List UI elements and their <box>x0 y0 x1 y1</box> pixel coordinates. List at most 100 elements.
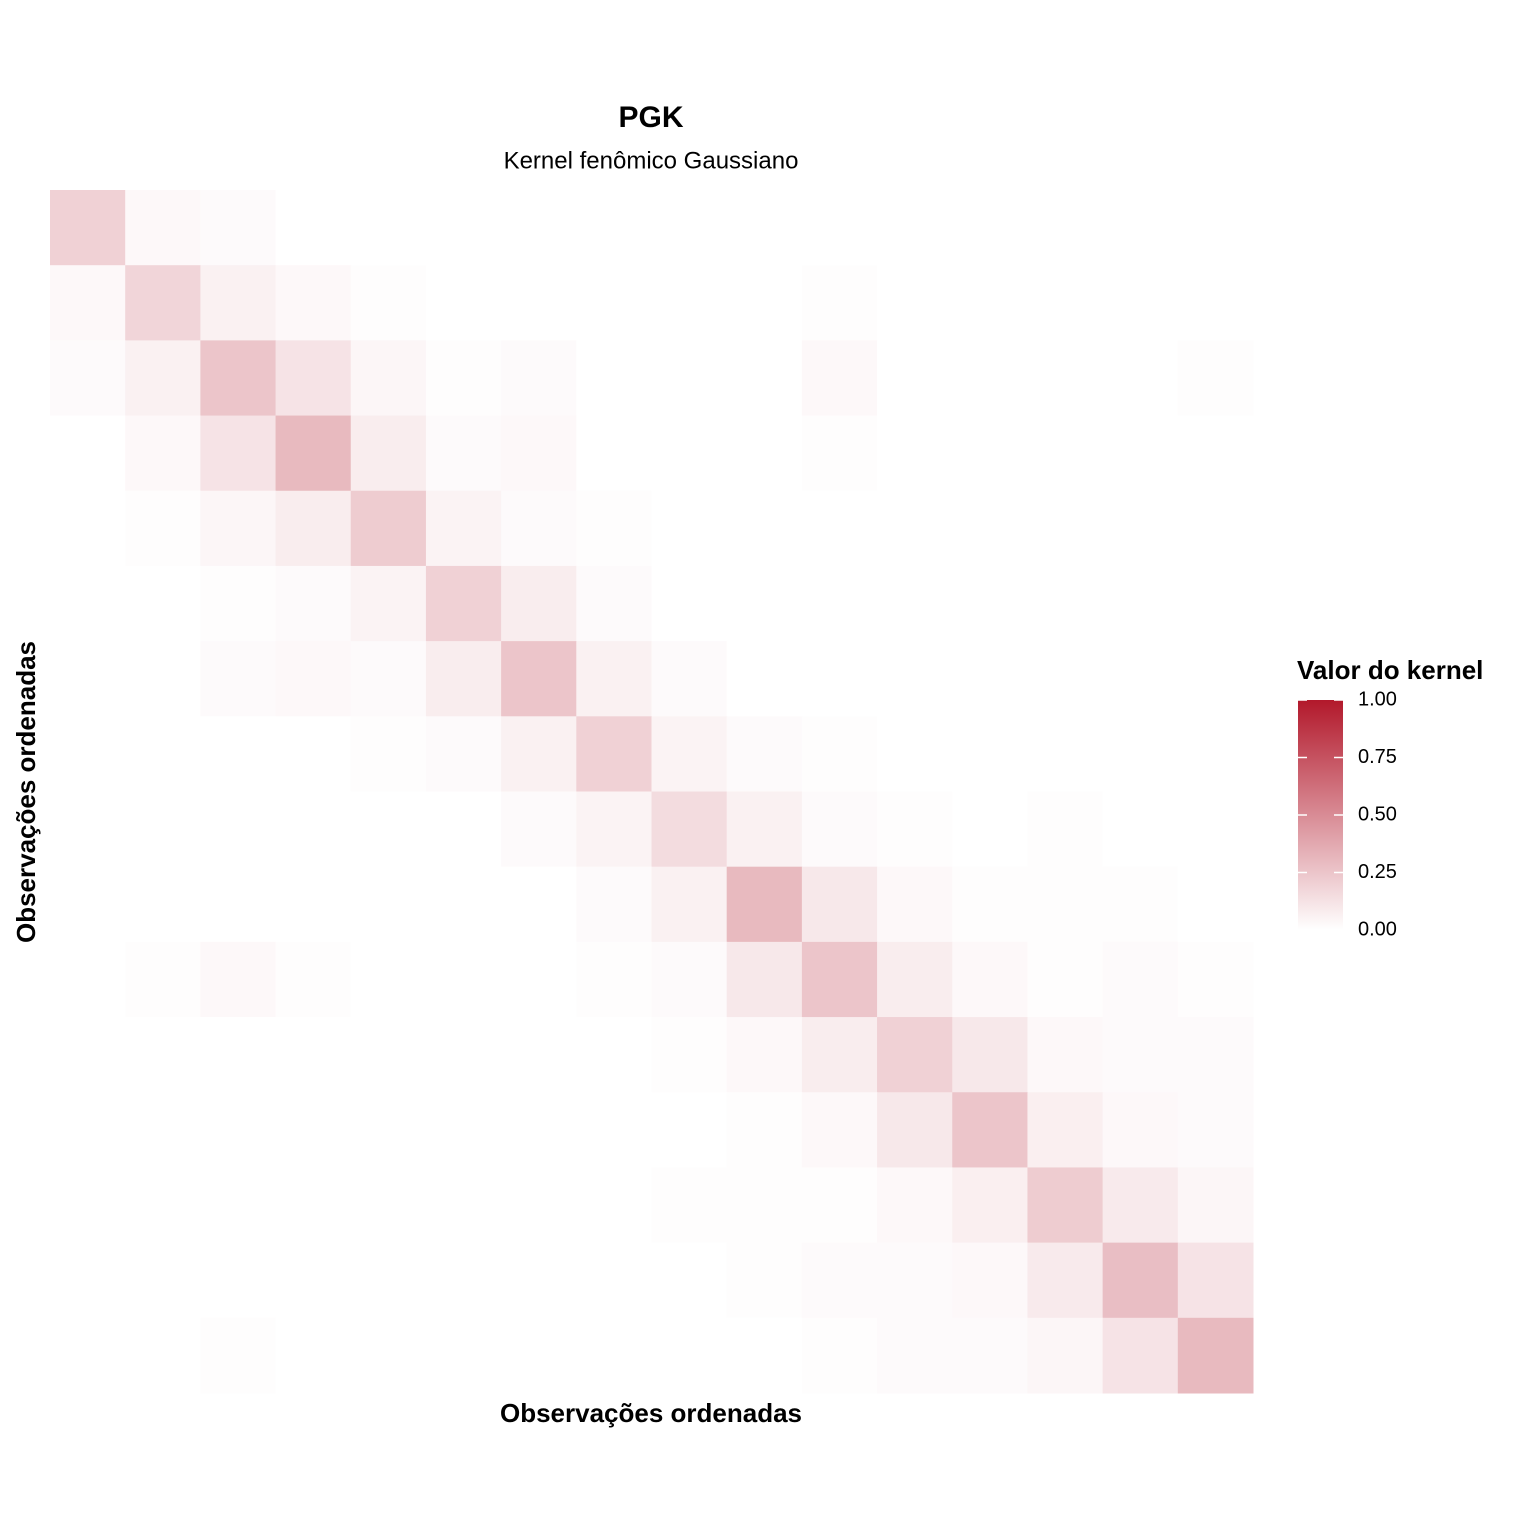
heatmap-cell <box>801 490 878 567</box>
heatmap-cell <box>501 791 577 868</box>
heatmap-cell <box>651 565 728 642</box>
heatmap-cell <box>1102 565 1179 642</box>
heatmap-cell <box>1177 1317 1254 1394</box>
heatmap-cell <box>50 1167 126 1244</box>
heatmap-cell <box>200 941 277 1018</box>
heatmap-cell <box>50 791 126 868</box>
heatmap-cell <box>1177 716 1254 792</box>
heatmap-cell <box>576 716 652 792</box>
heatmap-cell <box>952 490 1028 567</box>
heatmap-cell <box>275 190 352 266</box>
heatmap-cell <box>952 716 1028 792</box>
heatmap-cell <box>651 716 728 792</box>
heatmap-cell <box>726 1092 803 1168</box>
heatmap-cell <box>877 1167 953 1244</box>
heatmap-cell <box>200 1167 277 1244</box>
heatmap-cell <box>501 340 577 417</box>
heatmap-cell <box>200 1317 277 1394</box>
heatmap-cell <box>275 716 352 792</box>
heatmap-cell <box>125 565 201 642</box>
heatmap-cell <box>877 340 953 417</box>
heatmap-cell <box>726 1017 803 1093</box>
heatmap-cell <box>1102 641 1179 717</box>
heatmap-cell <box>726 565 803 642</box>
heatmap-cell <box>1102 941 1179 1018</box>
heatmap-cell <box>1027 866 1104 943</box>
heatmap-cell <box>726 866 803 943</box>
heatmap-cell <box>576 1017 652 1093</box>
heatmap-cell <box>952 641 1028 717</box>
heatmap-cell <box>801 1242 878 1319</box>
heatmap-cell <box>50 340 126 417</box>
heatmap-cell <box>877 866 953 943</box>
heatmap-cell <box>801 941 878 1018</box>
heatmap-cell <box>350 1317 427 1394</box>
heatmap-cell <box>425 490 502 567</box>
heatmap-cell <box>1177 565 1254 642</box>
heatmap-cell <box>1027 716 1104 792</box>
heatmap-cell <box>501 565 577 642</box>
heatmap-cell <box>801 340 878 417</box>
heatmap-cell <box>651 1017 728 1093</box>
heatmap-cell <box>576 1242 652 1319</box>
heatmap-cell <box>501 1167 577 1244</box>
heatmap-cell <box>501 1242 577 1319</box>
heatmap-cell <box>651 340 728 417</box>
heatmap-cell <box>50 1242 126 1319</box>
heatmap-cell <box>275 1317 352 1394</box>
heatmap-cell <box>200 641 277 717</box>
heatmap-cell <box>651 1167 728 1244</box>
heatmap-cell <box>350 490 427 567</box>
heatmap-cell <box>125 1167 201 1244</box>
heatmap-cell <box>801 866 878 943</box>
heatmap-cell <box>125 415 201 492</box>
heatmap-cell <box>425 1242 502 1319</box>
heatmap-cell <box>200 866 277 943</box>
heatmap-cell <box>651 1242 728 1319</box>
heatmap-cell <box>1102 866 1179 943</box>
colorbar-tick-label: 0.75 <box>1358 746 1397 768</box>
heatmap-cell <box>125 340 201 417</box>
heatmap-cell <box>952 565 1028 642</box>
heatmap-cell <box>651 1317 728 1394</box>
heatmap-cell <box>877 1242 953 1319</box>
heatmap-cell <box>801 1317 878 1394</box>
heatmap-cell <box>1177 1017 1254 1093</box>
heatmap-cell <box>1027 415 1104 492</box>
heatmap-cell <box>200 1092 277 1168</box>
heatmap-cell <box>801 1092 878 1168</box>
heatmap-cell <box>1027 265 1104 341</box>
heatmap <box>50 190 1254 1394</box>
heatmap-cell <box>877 1017 953 1093</box>
heatmap-cell <box>1027 190 1104 266</box>
heatmap-cell <box>501 866 577 943</box>
heatmap-cell <box>877 791 953 868</box>
heatmap-cell <box>952 1092 1028 1168</box>
heatmap-cell <box>801 565 878 642</box>
heatmap-cell <box>1102 1017 1179 1093</box>
heatmap-cell <box>726 716 803 792</box>
heatmap-cell <box>651 641 728 717</box>
heatmap-cell <box>801 716 878 792</box>
heatmap-cell <box>425 866 502 943</box>
legend-title: Valor do kernel <box>1297 655 1483 685</box>
heatmap-cell <box>1177 791 1254 868</box>
heatmap-cell <box>877 941 953 1018</box>
heatmap-cell <box>576 265 652 341</box>
heatmap-cell <box>1177 340 1254 417</box>
heatmap-cell <box>1027 641 1104 717</box>
heatmap-cell <box>50 565 126 642</box>
heatmap-cell <box>275 1242 352 1319</box>
heatmap-cell <box>50 941 126 1018</box>
heatmap-cell <box>275 1167 352 1244</box>
heatmap-cell <box>350 641 427 717</box>
colorbar-tick-label: 0.50 <box>1358 803 1397 825</box>
heatmap-cell <box>1102 1317 1179 1394</box>
heatmap-cell <box>1027 1167 1104 1244</box>
heatmap-cell <box>350 1017 427 1093</box>
heatmap-cell <box>50 415 126 492</box>
heatmap-cell <box>801 190 878 266</box>
heatmap-cell <box>726 1317 803 1394</box>
heatmap-cell <box>952 791 1028 868</box>
heatmap-cell <box>952 1242 1028 1319</box>
